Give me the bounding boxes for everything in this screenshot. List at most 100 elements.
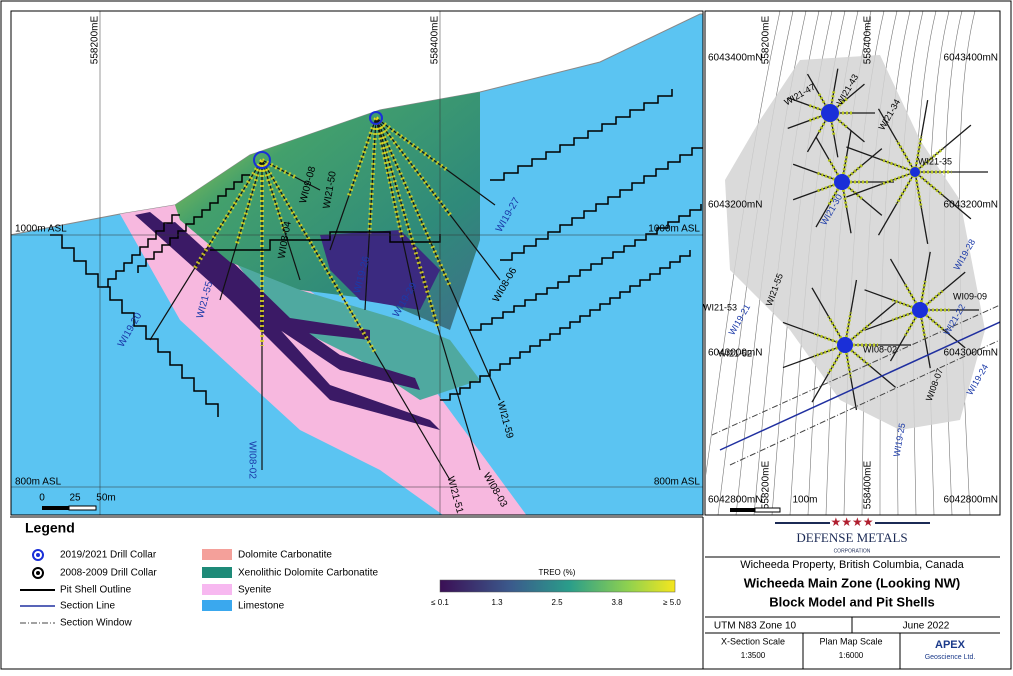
northing-label: 6043200mN bbox=[708, 200, 762, 211]
logo-stars: ★★★★ bbox=[830, 515, 873, 529]
easting-label: 558400mE bbox=[863, 15, 874, 64]
drill-collar bbox=[837, 337, 853, 353]
scale-bar bbox=[42, 506, 69, 510]
contour bbox=[706, 11, 781, 476]
colorbar-label: ≤ 0.1 bbox=[431, 598, 449, 607]
northing-label: 6042800mN bbox=[708, 495, 762, 506]
apex-sub: Geoscience Ltd. bbox=[925, 654, 976, 661]
colorbar-label: ≥ 5.0 bbox=[663, 598, 681, 607]
drill-hole-label: WI08-02 bbox=[863, 344, 897, 354]
legend-label: Section Line bbox=[60, 601, 115, 612]
drill-collar bbox=[912, 302, 928, 318]
drill-hole bbox=[329, 117, 377, 251]
scale-label: X-Section Scale bbox=[721, 636, 785, 646]
legend-label: Section Window bbox=[60, 618, 132, 629]
northing-label: 6043400mN bbox=[944, 53, 998, 64]
legend-label: 2008-2009 Drill Collar bbox=[60, 568, 157, 579]
colorbar-title: TREO (%) bbox=[539, 568, 576, 577]
easting-label: 558400mE bbox=[863, 460, 874, 509]
northing-label: 6043400mN bbox=[708, 53, 762, 64]
legend-swatch bbox=[202, 549, 232, 560]
legend-label: Limestone bbox=[238, 601, 285, 612]
scale-label: 50m bbox=[96, 493, 115, 504]
date: June 2022 bbox=[903, 621, 950, 632]
drill-hole bbox=[375, 117, 496, 206]
pit-shell bbox=[210, 231, 441, 251]
legend-label: Dolomite Carbonatite bbox=[238, 550, 332, 561]
scale-bar bbox=[730, 508, 755, 512]
colorbar-label: 2.5 bbox=[551, 598, 563, 607]
elevation-label: 800m ASL bbox=[654, 477, 701, 488]
pit-shell bbox=[107, 214, 180, 287]
scale-value: 1:6000 bbox=[839, 651, 864, 660]
northing-label: 6043000mN bbox=[708, 348, 762, 359]
projection: UTM N83 Zone 10 bbox=[714, 621, 797, 632]
drill-hole-label: WI21-53 bbox=[703, 302, 737, 312]
pit-shell bbox=[500, 147, 703, 261]
drill-collar bbox=[834, 174, 850, 190]
assay-interval bbox=[346, 117, 378, 198]
assay-interval bbox=[374, 116, 452, 217]
scale-bar bbox=[754, 507, 781, 513]
assay-interval bbox=[261, 158, 298, 180]
legend-symbol bbox=[32, 567, 44, 579]
section-window bbox=[711, 304, 1000, 436]
colorbar bbox=[439, 579, 676, 593]
legend-symbol bbox=[32, 549, 44, 561]
drill-hole-label: WI21-35 bbox=[918, 156, 952, 166]
northing-label: 6043200mN bbox=[944, 200, 998, 211]
legend-swatch bbox=[202, 600, 232, 611]
pit-shell bbox=[470, 204, 702, 331]
scale-label: 100m bbox=[792, 495, 817, 506]
xenolith bbox=[230, 255, 480, 400]
elevation-label: 1000m ASL bbox=[648, 224, 700, 235]
drill-collar bbox=[910, 167, 920, 177]
drill-trace bbox=[782, 344, 846, 369]
drill-hole-label: WI21-52 bbox=[718, 348, 752, 358]
drill-collar bbox=[253, 151, 271, 169]
title: Block Model and Pit Shells bbox=[769, 594, 934, 609]
legend-title: Legend bbox=[25, 520, 75, 536]
title: Wicheeda Main Zone (Looking NW) bbox=[744, 575, 961, 590]
colorbar-label: 3.8 bbox=[611, 598, 623, 607]
drill-hole-label: WI09-09 bbox=[953, 291, 987, 301]
company-sub: CORPORATION bbox=[834, 548, 871, 554]
pit-shell bbox=[137, 174, 250, 273]
apex: APEX bbox=[935, 639, 966, 651]
drill-collar bbox=[821, 104, 839, 122]
assay-interval bbox=[374, 117, 453, 289]
plan-view bbox=[706, 11, 1000, 515]
company: DEFENSE METALS bbox=[796, 530, 907, 545]
scale-label: Plan Map Scale bbox=[819, 636, 882, 646]
section-frame bbox=[10, 10, 704, 516]
scale-label: 25 bbox=[69, 493, 81, 504]
drill-hole bbox=[375, 117, 501, 281]
legend-label: 2019/2021 Drill Collar bbox=[60, 550, 157, 561]
low-grade bbox=[135, 212, 440, 430]
drill-trace bbox=[811, 287, 846, 346]
scale-value: 1:3500 bbox=[741, 651, 766, 660]
drill-trace bbox=[782, 321, 846, 346]
legend-swatch bbox=[202, 567, 232, 578]
legend-label: Pit Shell Outline bbox=[60, 585, 132, 596]
easting-label: 558200mE bbox=[761, 460, 772, 509]
drill-hole bbox=[375, 117, 421, 321]
elevation-label: 1000m ASL bbox=[15, 224, 67, 235]
drill-hole-label: WI08-02 bbox=[246, 441, 257, 479]
assay-interval bbox=[374, 117, 441, 330]
legend-swatch bbox=[202, 584, 232, 595]
plan-frame bbox=[704, 10, 1001, 516]
drill-hole bbox=[219, 159, 263, 301]
property: Wicheeda Property, British Columbia, Can… bbox=[740, 559, 964, 571]
scale-label: 0 bbox=[39, 493, 45, 504]
pit-footprint bbox=[725, 55, 985, 430]
northing-label: 6043000mN bbox=[944, 348, 998, 359]
assay-interval bbox=[193, 158, 264, 270]
section-line bbox=[719, 321, 1000, 451]
section-view bbox=[11, 11, 703, 515]
northing-label: 6042800mN bbox=[944, 495, 998, 506]
pit-shell bbox=[490, 89, 673, 181]
legend-label: Syenite bbox=[238, 585, 272, 596]
section-window bbox=[729, 339, 1000, 466]
